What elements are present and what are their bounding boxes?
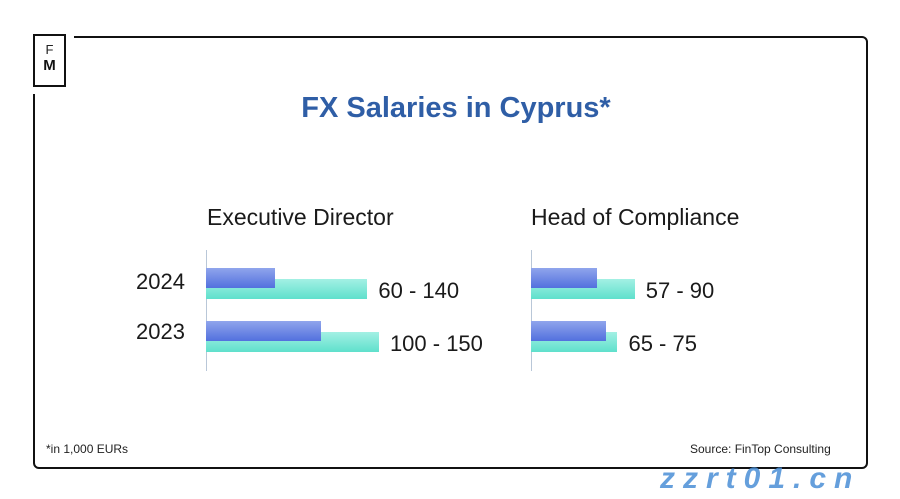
range-label-1-2023: 65 - 75 <box>628 331 697 356</box>
bar-min-1-2024 <box>531 268 597 288</box>
group-title-head-of-compliance: Head of Compliance <box>531 204 740 230</box>
year-label-2023: 2023 <box>136 319 185 344</box>
group-title-executive-director: Executive Director <box>207 204 394 230</box>
axis-executive-director <box>206 250 207 371</box>
chart-title: FX Salaries in Cyprus* <box>301 92 611 124</box>
logo-m: M <box>43 57 56 74</box>
unit-note: *in 1,000 EURs <box>46 442 129 456</box>
bar-min-0-2024 <box>206 268 276 288</box>
year-label-2024: 2024 <box>136 269 185 294</box>
logo-f: F <box>45 42 54 57</box>
axis-head-of-compliance <box>531 250 532 371</box>
source-note: Source: FinTop Consulting <box>690 442 831 456</box>
card-frame <box>33 36 868 469</box>
range-label-0-2023: 100 - 150 <box>389 331 483 356</box>
range-label-1-2024: 57 - 90 <box>645 278 715 303</box>
fm-logo: F M <box>33 34 66 87</box>
bar-min-1-2023 <box>531 321 606 341</box>
watermark: zzrt01.cn <box>660 462 861 495</box>
bar-min-0-2023 <box>206 321 322 341</box>
range-label-0-2024: 60 - 140 <box>378 278 460 303</box>
